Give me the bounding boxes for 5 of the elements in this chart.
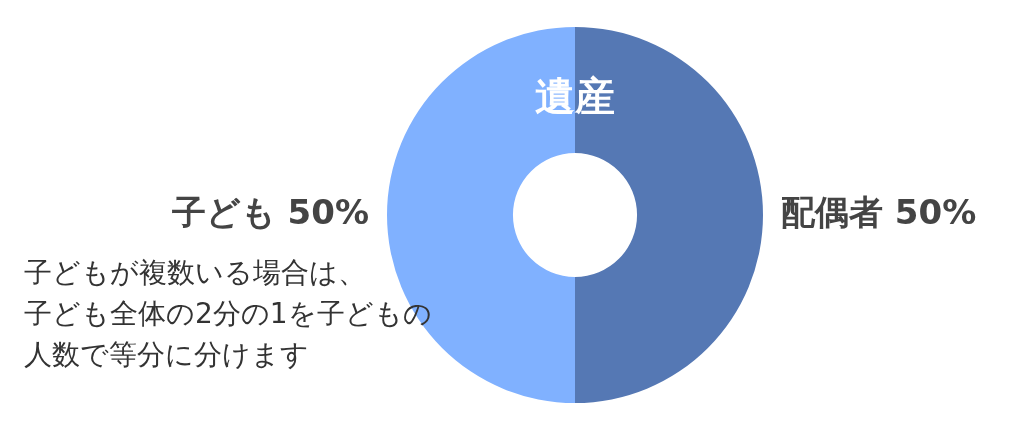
text: 子どもが複数いる場合は、: [24, 255, 367, 291]
text: 人数で等分に分けます: [24, 337, 310, 373]
text: 遺産: [535, 73, 615, 120]
slice-label: 子ども 50%: [170, 191, 369, 232]
slice-label: 配偶者 50%: [781, 191, 977, 232]
